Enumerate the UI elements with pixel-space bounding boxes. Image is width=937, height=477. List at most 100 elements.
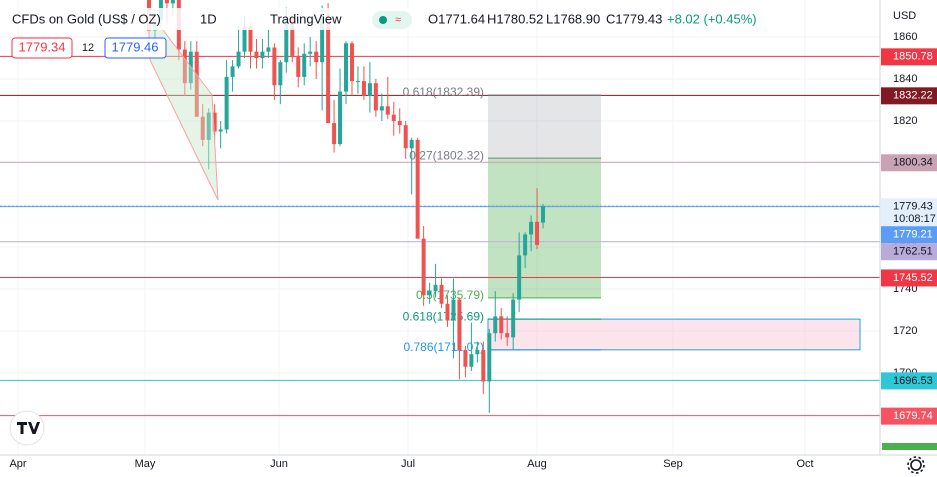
- y-tick-label: 1820: [893, 115, 917, 127]
- candle-body: [457, 299, 462, 350]
- x-tick-label: Jul: [401, 458, 415, 470]
- countdown: 10:08:17: [893, 213, 936, 225]
- status-wave: ≈: [395, 14, 401, 26]
- candle-body: [170, 0, 175, 4]
- candle-body: [361, 81, 366, 96]
- ohlc-open: O1771.64: [428, 11, 485, 26]
- candle-body: [296, 55, 301, 77]
- ohlc-change: +8.02 (+0.45%): [667, 11, 757, 26]
- candle-body: [194, 51, 199, 117]
- fib-label: 0.618(1725.69): [403, 309, 484, 323]
- plot-area: 0.618(1832.39) 0.27(1802.32) 0.5(1735.79) 0…: [0, 0, 880, 455]
- y-tick-label: 1720: [893, 325, 917, 337]
- candle-body: [278, 62, 283, 86]
- candle-body: [427, 291, 432, 296]
- candle-body: [535, 221, 540, 245]
- sell-button[interactable]: [11, 37, 73, 59]
- source: TradingView: [270, 11, 342, 26]
- price-label: 1850.78: [893, 51, 933, 63]
- fib-zone-upper: [488, 94, 601, 159]
- logo-circle: [9, 410, 45, 446]
- gear-teeth: [907, 456, 925, 474]
- candle-body: [469, 354, 474, 367]
- header: CFDs on Gold (US$ / OZ) 1D TradingView ≈…: [6, 8, 757, 59]
- fib-label: 0.618(1832.39): [403, 85, 484, 99]
- candle-body: [182, 49, 187, 84]
- interval[interactable]: 1D: [200, 11, 217, 26]
- candle-body: [481, 349, 486, 382]
- fib-label: 0.5(1735.79): [416, 288, 484, 302]
- fib-label: 0.27(1802.32): [409, 148, 484, 162]
- price-label: 1779.21: [893, 229, 933, 241]
- candle-body: [230, 66, 235, 77]
- y-tick-label: 1840: [893, 73, 917, 85]
- price-label-bg: [881, 243, 937, 261]
- candle-body: [320, 13, 325, 63]
- candle-body: [397, 120, 402, 126]
- candle-body: [421, 238, 426, 296]
- candle-body: [433, 284, 438, 292]
- candle-body: [212, 112, 217, 132]
- candle-body: [403, 125, 408, 149]
- x-tick-label: Jun: [270, 458, 288, 470]
- candle-body: [314, 51, 319, 63]
- ohlc-close: C1779.43: [606, 11, 662, 26]
- price-label: 1696.53: [893, 375, 933, 387]
- candle-body: [451, 299, 456, 321]
- ohlc-high: H1780.52: [487, 11, 543, 26]
- gear-ring: [910, 459, 922, 471]
- candle-body: [266, 47, 271, 52]
- candle-body: [242, 26, 247, 52]
- candle-body: [439, 284, 444, 304]
- price-label: 1679.74: [893, 410, 933, 422]
- candle-body: [391, 114, 396, 121]
- tv-logo[interactable]: [9, 410, 45, 446]
- candle-body: [302, 53, 307, 77]
- settings-icon[interactable]: [907, 456, 925, 474]
- candle-body: [541, 206, 546, 223]
- price-label: 1832.22: [893, 90, 933, 102]
- buy-button[interactable]: [104, 37, 167, 59]
- candle-body: [487, 333, 492, 382]
- price-label: 1779.43: [893, 201, 933, 213]
- indicator-strip: [882, 443, 937, 450]
- candle-body: [415, 139, 420, 239]
- x-tick-label: Oct: [796, 458, 813, 470]
- candle-body: [373, 83, 378, 111]
- logo-mark: [17, 422, 40, 434]
- candle-body: [272, 47, 277, 86]
- candle-body: [463, 349, 468, 367]
- x-tick-label: Apr: [9, 458, 26, 470]
- candle-body: [409, 139, 414, 149]
- candle-body: [379, 106, 384, 111]
- candle-body: [511, 299, 516, 338]
- x-tick-label: Sep: [663, 458, 683, 470]
- candle-body: [164, 0, 169, 4]
- candle-body: [529, 221, 534, 235]
- status-dot: [379, 16, 387, 24]
- candle-body: [349, 43, 354, 82]
- candle-body: [505, 333, 510, 338]
- currency-label[interactable]: USD: [893, 10, 916, 22]
- symbol-title[interactable]: CFDs on Gold (US$ / OZ): [12, 11, 161, 26]
- candle-body: [445, 303, 450, 321]
- candle-body: [236, 51, 241, 67]
- price-label-bg: [881, 198, 937, 227]
- price-label-bg: [881, 226, 937, 244]
- candle-body: [517, 255, 522, 300]
- candle-body: [367, 83, 372, 96]
- candle-body: [260, 51, 265, 58]
- candle-body: [218, 129, 223, 132]
- candle-body: [254, 51, 259, 58]
- y-tick-label: 1860: [893, 31, 917, 43]
- candle-body: [308, 51, 313, 54]
- candle-body: [475, 349, 480, 355]
- candle-body: [326, 13, 331, 124]
- bid-price: 1779.34: [19, 39, 66, 54]
- candle-body: [344, 43, 349, 92]
- candle-body: [355, 81, 360, 83]
- candle-body: [499, 316, 504, 334]
- price-label-bg: [881, 48, 937, 66]
- market-status[interactable]: [372, 11, 412, 29]
